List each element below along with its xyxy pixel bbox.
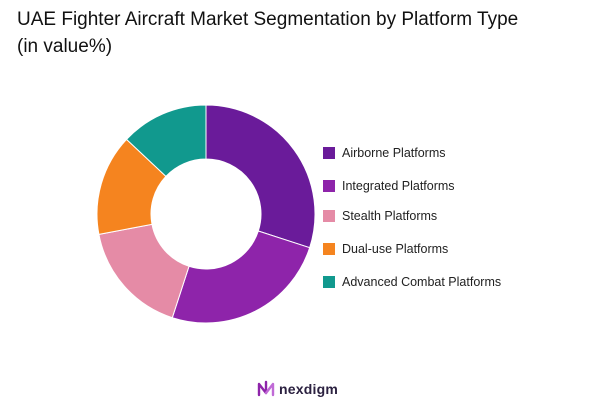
legend-item-integrated: Integrated Platforms [323,178,455,194]
nexdigm-logo-icon [257,380,275,397]
legend-item-airborne: Airborne Platforms [323,145,446,161]
donut-slice-integrated-platforms [171,230,311,324]
legend-swatch [323,210,335,222]
legend-label: Stealth Platforms [342,209,438,223]
legend-swatch [323,147,335,159]
donut-slice-airborne-platforms [205,104,316,249]
chart-title-text: UAE Fighter Aircraft Market Segmentation… [17,9,519,30]
donut-slice-advanced-combat-platforms [125,104,207,178]
legend-label: Advanced Combat Platforms [342,275,502,289]
legend-swatch [323,276,335,288]
chart-subtitle: (in value%) [17,36,113,57]
legend-item-stealth: Stealth Platforms [323,208,437,224]
legend-label: Airborne Platforms [342,146,446,160]
donut-slice-stealth-platforms [98,223,190,319]
legend-item-advanced-combat: Advanced Combat Platforms [323,274,501,290]
nexdigm-logo-text: nexdigm [279,381,338,397]
legend-swatch [323,180,335,192]
legend-label: Integrated Platforms [342,179,455,193]
chart-title: UAE Fighter Aircraft Market Segmentation… [17,6,577,60]
legend-label: Dual-use Platforms [342,242,449,256]
legend-item-dual-use: Dual-use Platforms [323,241,448,257]
legend-swatch [323,243,335,255]
nexdigm-logo: nexdigm [257,380,338,398]
